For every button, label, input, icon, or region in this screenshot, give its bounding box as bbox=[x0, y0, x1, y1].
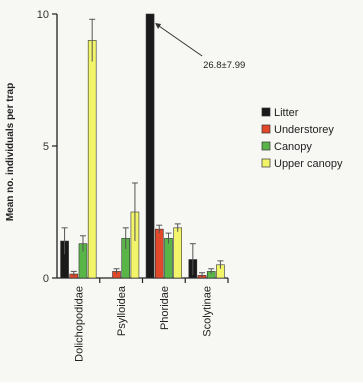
bar-phoridae-litter bbox=[145, 13, 155, 279]
annotation-arrow-head bbox=[155, 23, 162, 29]
y-tick-label: 5 bbox=[43, 141, 49, 153]
x-tick-label-psylloidea: Psylloidea bbox=[116, 285, 128, 336]
legend-label-upper-canopy: Upper canopy bbox=[274, 158, 343, 170]
legend-swatch-canopy bbox=[261, 141, 271, 151]
annotation-label: 26.8±7.99 bbox=[203, 60, 245, 71]
legend-swatch-understorey bbox=[261, 124, 271, 134]
bar-dolichopodidae-upper-canopy bbox=[87, 40, 97, 279]
chart-error-bars bbox=[61, 18, 224, 278]
chart-bars bbox=[60, 13, 225, 279]
x-tick-label-dolichopodidae: Dolichopodidae bbox=[73, 286, 85, 362]
bar-phoridae-upper-canopy bbox=[173, 227, 182, 279]
legend-label-litter: Litter bbox=[274, 107, 299, 119]
y-tick-label: 0 bbox=[43, 273, 49, 285]
x-tick-label-phoridae: Phoridae bbox=[159, 286, 171, 330]
annotation-arrow-line bbox=[155, 23, 203, 57]
y-tick-label: 10 bbox=[37, 9, 49, 21]
legend-swatch-litter bbox=[261, 107, 271, 117]
chart-legend: Litter Understorey Canopy Upper canopy bbox=[261, 107, 343, 170]
legend-swatch-upper-canopy bbox=[261, 158, 271, 168]
bar-phoridae-canopy bbox=[164, 238, 173, 279]
bar-phoridae-understorey bbox=[154, 228, 164, 279]
y-axis-label: Mean no. individuals per trap bbox=[5, 83, 16, 221]
x-tick-label-scolytinae: Scolytinae bbox=[202, 286, 214, 337]
chart-labels: Dolichopodidae Psylloidea Phoridae Scolytin… bbox=[73, 23, 245, 362]
legend-label-understorey: Understorey bbox=[274, 124, 334, 136]
legend-label-canopy: Canopy bbox=[274, 141, 312, 153]
